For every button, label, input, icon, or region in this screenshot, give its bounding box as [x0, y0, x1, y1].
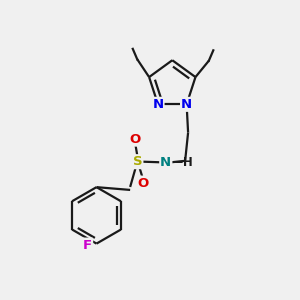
- Text: S: S: [133, 155, 142, 168]
- Text: N: N: [160, 156, 171, 169]
- Text: −H: −H: [174, 156, 194, 169]
- Text: N: N: [181, 98, 192, 111]
- Text: O: O: [130, 133, 141, 146]
- Text: O: O: [137, 177, 148, 190]
- Text: N: N: [152, 98, 164, 111]
- Text: F: F: [83, 238, 92, 252]
